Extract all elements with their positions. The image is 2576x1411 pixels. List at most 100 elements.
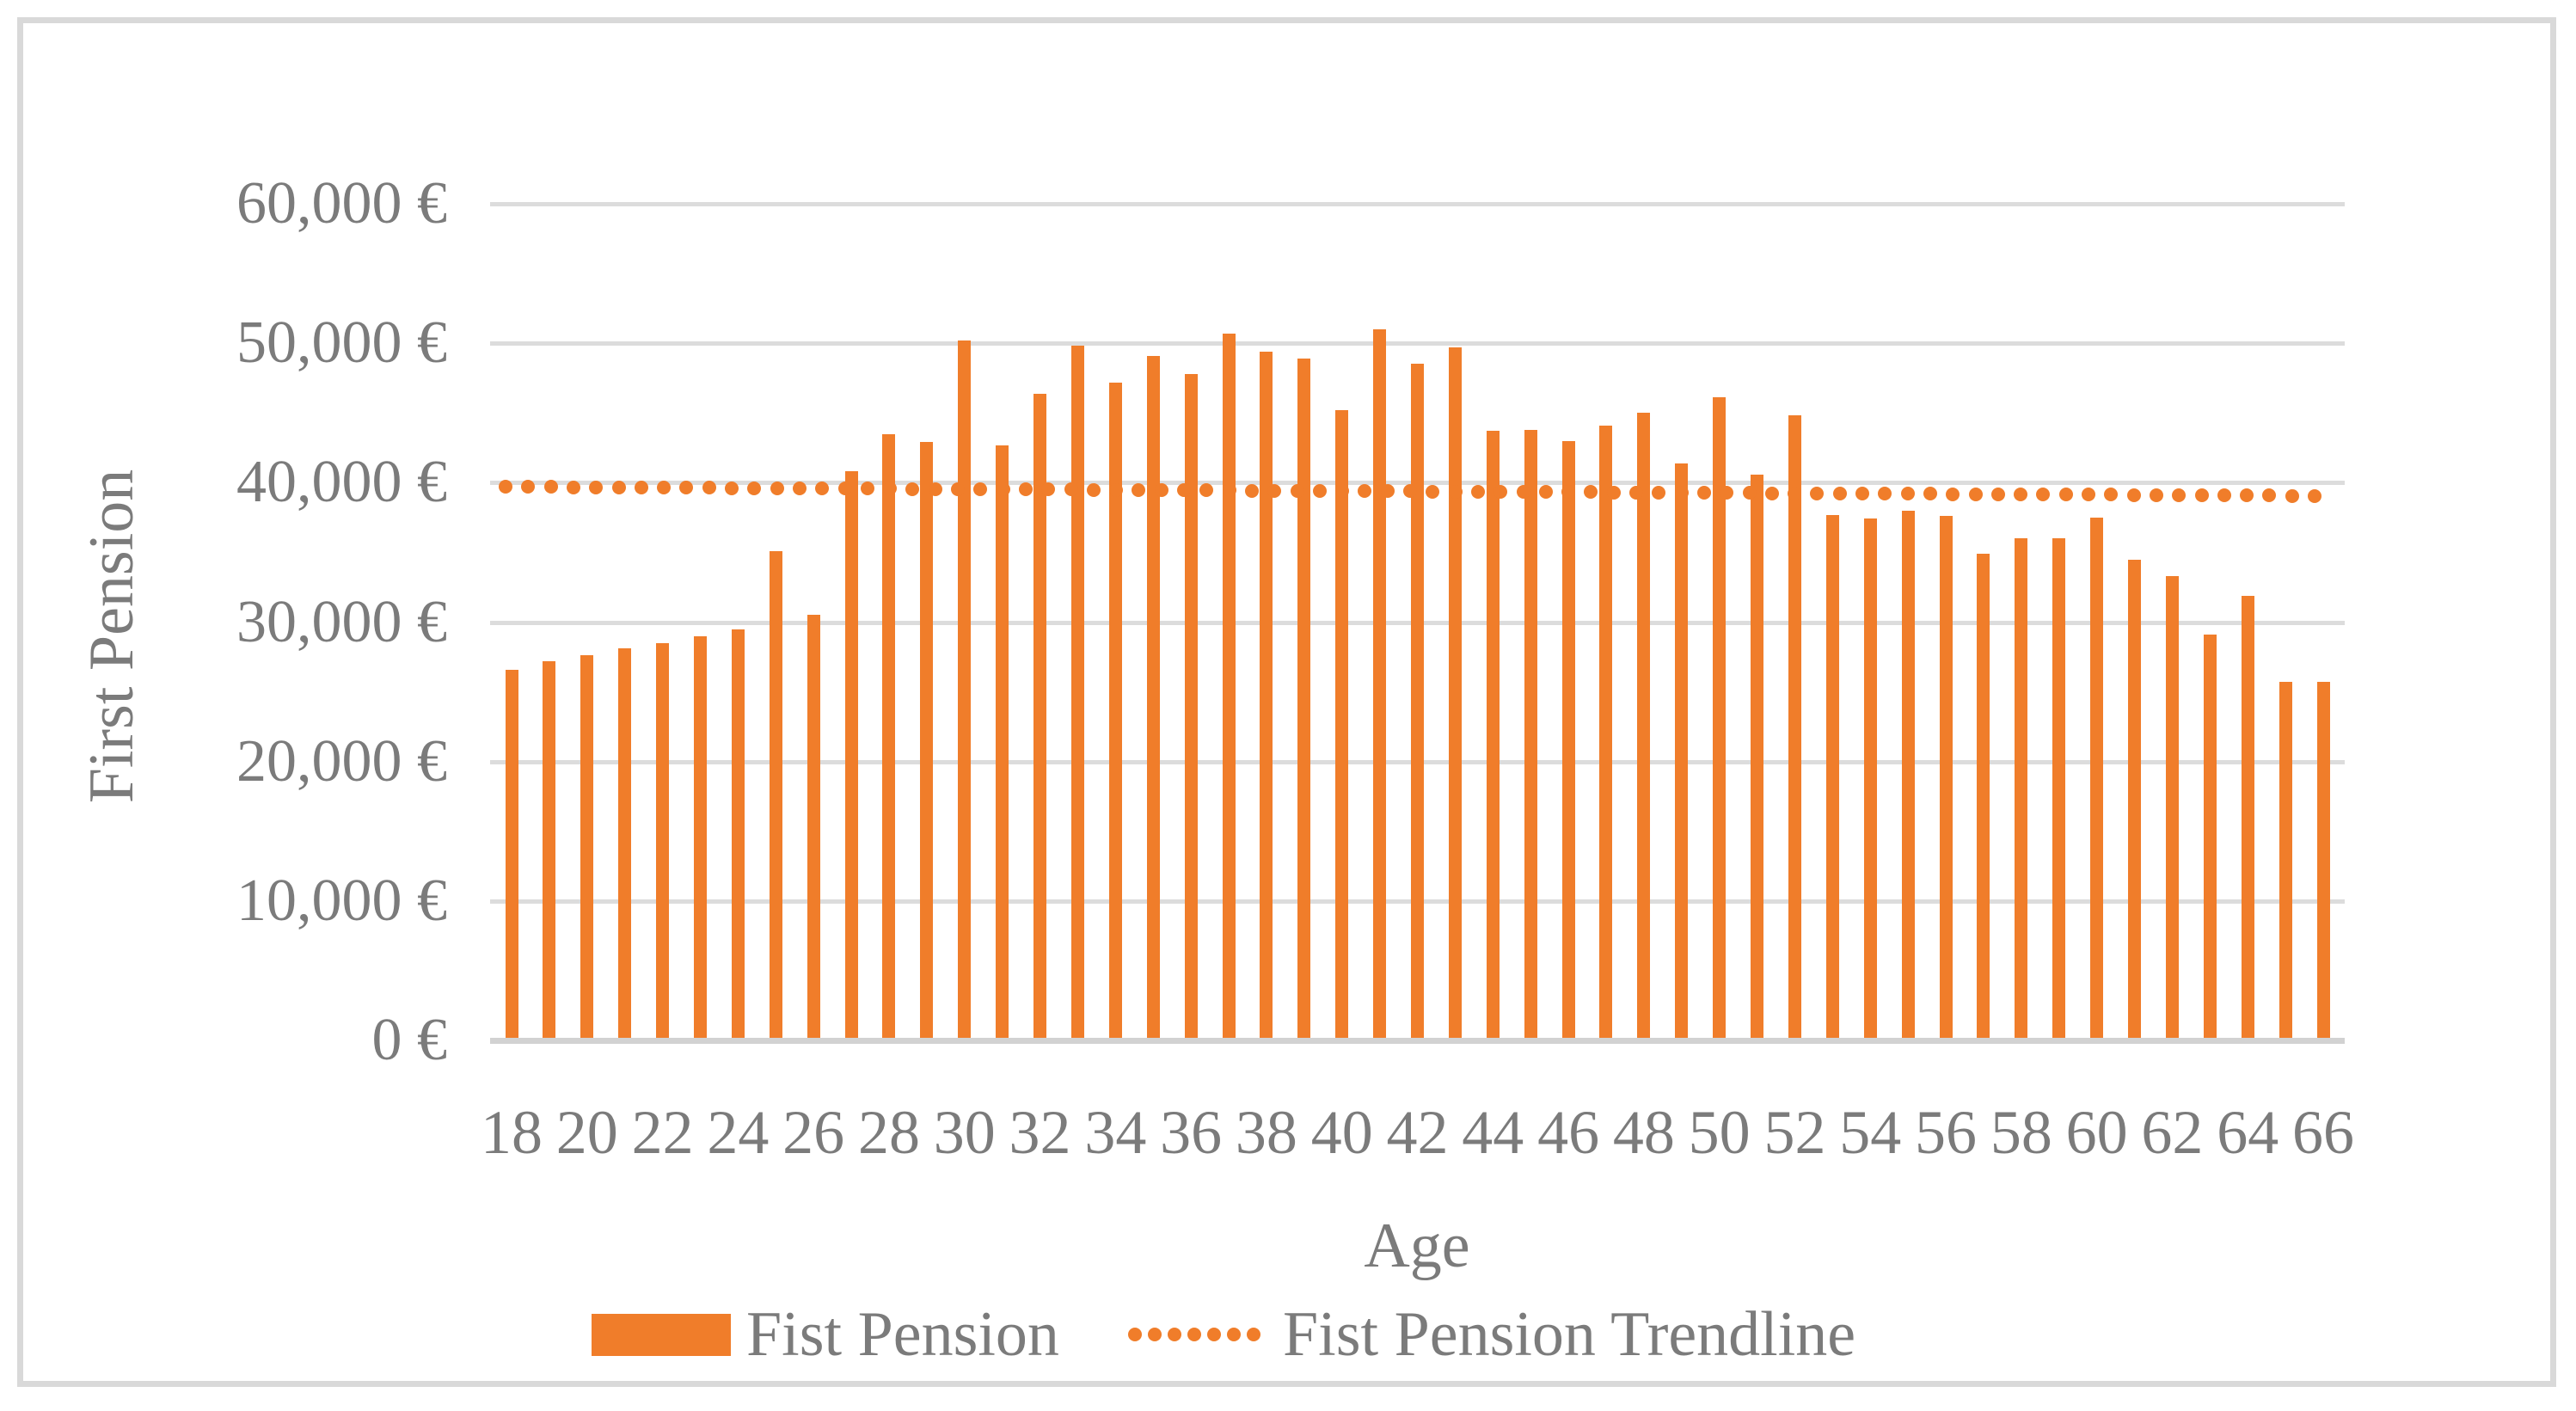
trendline-dot: [792, 481, 807, 495]
trendline-dot: [2126, 488, 2141, 502]
trendline-dot: [2036, 488, 2051, 502]
x-tick-label: 34: [1084, 1098, 1147, 1167]
trendline-dot: [2240, 488, 2254, 503]
bar: [1070, 346, 1084, 1040]
trendline-dot: [1199, 483, 1214, 498]
x-tick-label: 62: [2141, 1098, 2204, 1167]
bar: [1599, 425, 1613, 1040]
trendline-dot: [905, 482, 920, 496]
bar: [1939, 516, 1953, 1040]
trendline-dot: [1810, 486, 1825, 500]
bar: [1486, 431, 1500, 1040]
y-tick-label: 40,000 €: [236, 449, 447, 516]
legend-bar-swatch-icon: [592, 1314, 731, 1356]
trendline-dot: [1788, 486, 1802, 500]
trendline-dot: [657, 481, 672, 495]
trendline-dot: [860, 482, 874, 496]
trendline-dot: [1674, 486, 1689, 500]
bar: [920, 442, 934, 1040]
bar: [2279, 682, 2292, 1040]
x-tick-label: 36: [1160, 1098, 1223, 1167]
x-tick-label: 18: [481, 1098, 543, 1167]
trendline-dot: [2172, 488, 2187, 502]
trendline-dot: [1403, 484, 1417, 499]
trendline-dot: [2014, 487, 2028, 501]
bar: [2015, 538, 2028, 1040]
bar: [1825, 514, 1839, 1040]
x-tick-label: 26: [782, 1098, 845, 1167]
bar: [1033, 393, 1047, 1040]
trendline-dot: [1652, 485, 1666, 500]
x-tick-label: 28: [857, 1098, 920, 1167]
trendline-dot: [2104, 488, 2119, 502]
bar: [1713, 397, 1727, 1040]
bar: [580, 655, 594, 1040]
trendline-dot: [1290, 483, 1304, 498]
x-tick-label: 54: [1839, 1098, 1902, 1167]
y-tick-label: 50,000 €: [236, 310, 447, 377]
trendline-dot: [1742, 486, 1757, 500]
bar: [1751, 474, 1764, 1040]
trendline-dot: [1946, 487, 1960, 501]
trendline-dot: [2217, 488, 2231, 503]
trendline-dot: [973, 482, 988, 496]
bar: [2316, 682, 2330, 1040]
bar: [1260, 351, 1273, 1040]
trendline-dot: [1177, 483, 1191, 498]
x-tick-label: 58: [1990, 1098, 2052, 1167]
x-tick-label: 56: [1915, 1098, 1978, 1167]
y-tick-label: 0 €: [371, 1007, 448, 1073]
trendline-dot: [702, 481, 716, 495]
x-tick-label: 32: [1009, 1098, 1071, 1167]
bar: [882, 433, 896, 1040]
trendline-dot: [1606, 485, 1621, 500]
x-tick-label: 66: [2292, 1098, 2354, 1167]
bar: [1146, 355, 1160, 1040]
bar: [2241, 595, 2254, 1040]
bar: [1184, 373, 1198, 1040]
trendline-dot: [2058, 488, 2073, 502]
legend-label-trendline: Fist Pension Trendline: [1283, 1298, 1856, 1370]
trendline-dot: [2308, 488, 2321, 503]
trendline-dot: [770, 481, 784, 495]
trendline-dot: [1584, 485, 1598, 500]
trendline-dot: [2149, 488, 2163, 502]
trendline-dot: [1720, 486, 1734, 500]
x-tick-label: 38: [1235, 1098, 1297, 1167]
trendline-dot: [815, 482, 830, 496]
trendline-dot: [883, 482, 898, 496]
bar: [844, 471, 858, 1040]
x-tick-label: 20: [555, 1098, 618, 1167]
bar: [1901, 510, 1915, 1040]
trendline-dot: [1018, 482, 1033, 497]
trendline-dot: [2194, 488, 2209, 502]
x-tick-label: 24: [707, 1098, 770, 1167]
trendline-dot: [1086, 482, 1101, 497]
trendline-dot: [521, 480, 536, 494]
bar: [1863, 518, 1877, 1040]
trendline-dot: [679, 481, 694, 495]
y-tick-label: 30,000 €: [236, 588, 447, 655]
bar: [731, 629, 745, 1040]
x-tick-label: 52: [1763, 1098, 1826, 1167]
x-tick-label: 22: [631, 1098, 694, 1167]
trendline-dot: [1267, 483, 1282, 498]
trendline-dot: [1990, 487, 2005, 501]
x-tick-label: 30: [933, 1098, 996, 1167]
x-tick-label: 44: [1462, 1098, 1524, 1167]
x-axis-line: [490, 1038, 2345, 1044]
trendline-dot: [1855, 487, 1869, 501]
bar: [1675, 463, 1689, 1040]
bar: [769, 550, 782, 1040]
trendline-dot: [1493, 484, 1508, 499]
trendline-dot: [611, 480, 626, 494]
trendline-dot: [543, 480, 558, 494]
bar: [1411, 364, 1424, 1040]
trendline-dot: [634, 480, 648, 494]
x-tick-label: 40: [1310, 1098, 1373, 1167]
y-tick-label: 20,000 €: [236, 727, 447, 794]
bar: [1637, 413, 1651, 1040]
bar: [2090, 517, 2104, 1040]
y-tick-label: 60,000 €: [236, 170, 447, 236]
bar: [1108, 382, 1122, 1040]
